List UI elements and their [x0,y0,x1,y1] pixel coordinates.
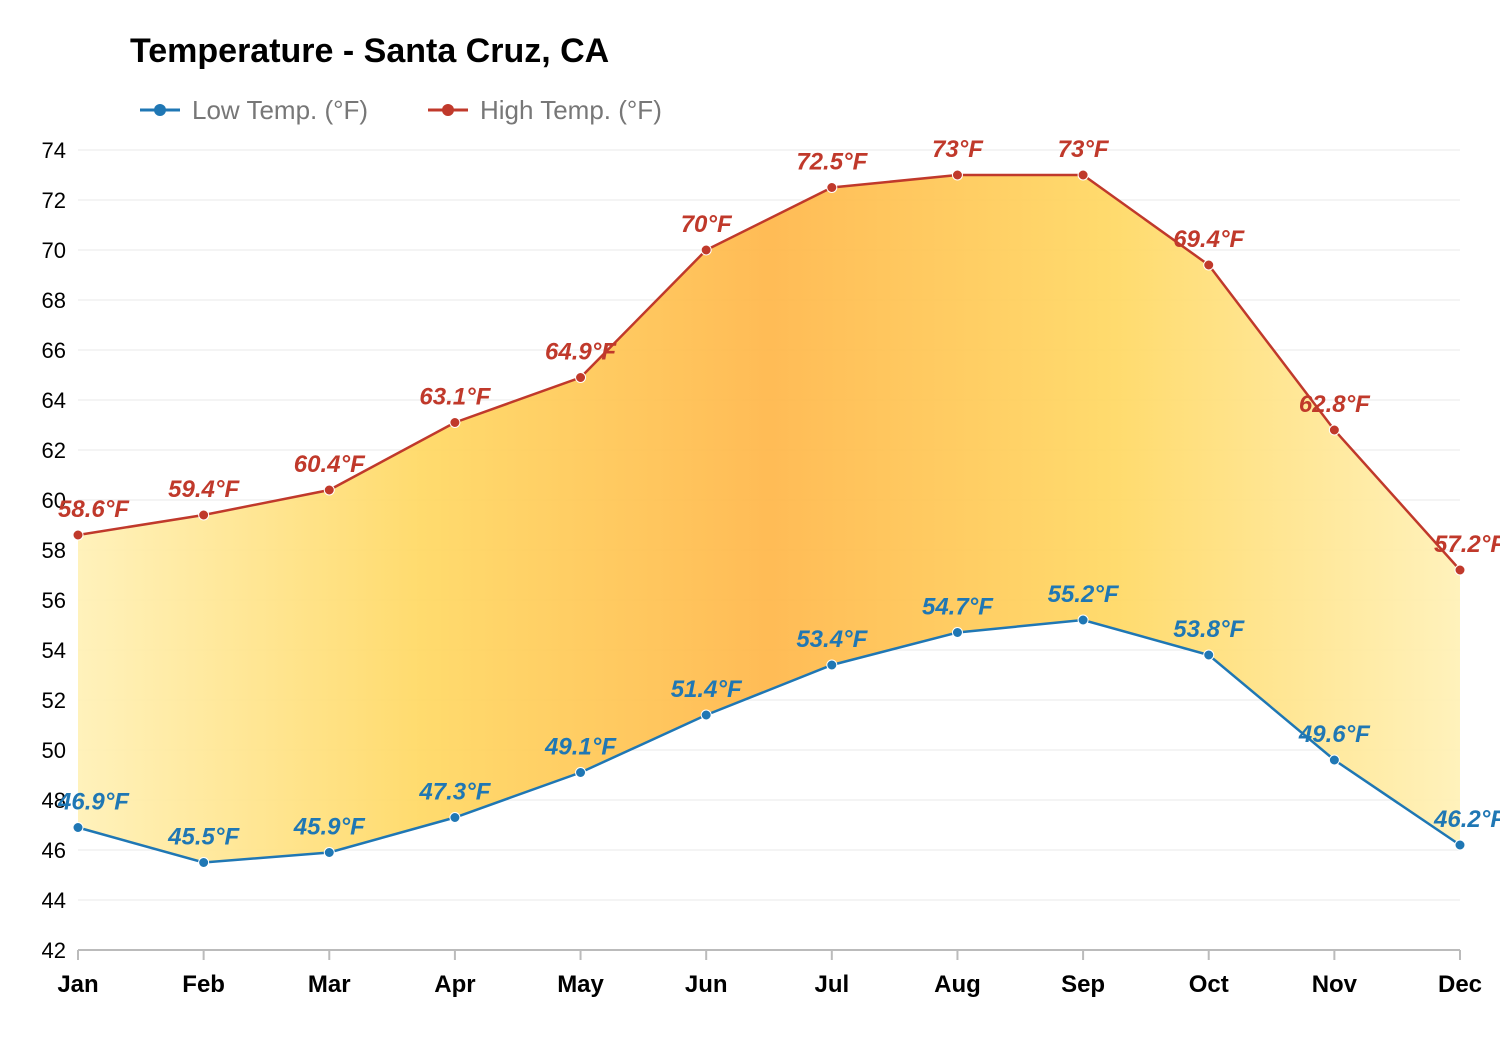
x-tick-label: May [557,971,604,998]
low-temp-marker [73,823,83,833]
high-temp-data-label: 62.8°F [1299,391,1371,418]
x-tick-label: Sep [1061,971,1105,998]
y-tick-label: 52 [42,688,66,713]
low-temp-marker [324,848,334,858]
x-tick-label: Oct [1189,971,1229,998]
x-tick-label: Feb [182,971,225,998]
low-temp-marker [199,858,209,868]
temperature-range-area [78,175,1460,863]
y-tick-label: 56 [42,588,66,613]
y-tick-label: 70 [42,238,66,263]
x-tick-label: Nov [1312,971,1358,998]
low-temp-data-label: 53.4°F [796,626,868,653]
low-temp-marker [450,813,460,823]
chart-svg: Temperature - Santa Cruz, CA Low Temp. (°… [0,0,1500,1050]
low-temp-data-label: 45.5°F [167,824,240,851]
low-temp-marker [1455,840,1465,850]
high-temp-marker [701,245,711,255]
low-temp-marker [827,660,837,670]
high-temp-data-label: 57.2°F [1434,531,1500,558]
high-temp-marker [576,373,586,383]
low-temp-data-label: 49.1°F [544,734,617,761]
chart-title: Temperature - Santa Cruz, CA [130,32,609,70]
high-temp-data-label: 70°F [681,211,733,238]
legend-label: High Temp. (°F) [480,95,662,125]
high-temp-data-label: 73°F [1058,136,1110,163]
high-temp-marker [952,170,962,180]
low-temp-data-label: 49.6°F [1298,721,1371,748]
y-tick-label: 74 [42,138,66,163]
low-temp-data-label: 45.9°F [293,814,366,841]
y-tick-label: 62 [42,438,66,463]
y-tick-label: 42 [42,938,66,963]
low-temp-data-label: 46.2°F [1433,806,1500,833]
high-temp-marker [1204,260,1214,270]
high-temp-marker [450,418,460,428]
low-temp-data-label: 54.7°F [922,594,994,621]
y-tick-label: 72 [42,188,66,213]
high-temp-marker [1329,425,1339,435]
high-temp-data-label: 60.4°F [294,451,366,478]
x-tick-label: Mar [308,971,351,998]
legend-label: Low Temp. (°F) [192,95,368,125]
high-temp-marker [1078,170,1088,180]
legend-marker [154,104,166,116]
high-temp-data-label: 63.1°F [419,384,491,411]
y-tick-label: 68 [42,288,66,313]
low-temp-data-label: 53.8°F [1173,616,1245,643]
temperature-chart: Temperature - Santa Cruz, CA Low Temp. (°… [0,0,1500,1050]
low-temp-marker [1204,650,1214,660]
x-tick-label: Jul [814,971,849,998]
y-tick-label: 50 [42,738,66,763]
high-temp-marker [827,183,837,193]
high-temp-marker [73,530,83,540]
x-tick-label: Jun [685,971,728,998]
y-tick-label: 66 [42,338,66,363]
y-tick-label: 46 [42,838,66,863]
y-tick-label: 58 [42,538,66,563]
low-temp-marker [576,768,586,778]
y-tick-label: 54 [42,638,66,663]
y-tick-label: 44 [42,888,66,913]
high-temp-marker [199,510,209,520]
high-temp-data-label: 64.9°F [545,339,617,366]
high-temp-data-label: 69.4°F [1173,226,1245,253]
x-tick-label: Aug [934,971,981,998]
high-temp-marker [1455,565,1465,575]
low-temp-marker [1078,615,1088,625]
low-temp-data-label: 46.9°F [57,789,130,816]
x-tick-label: Jan [57,971,98,998]
legend-marker [442,104,454,116]
low-temp-marker [701,710,711,720]
high-temp-data-label: 59.4°F [168,476,240,503]
x-tick-label: Dec [1438,971,1482,998]
y-tick-label: 64 [42,388,66,413]
low-temp-marker [952,628,962,638]
high-temp-data-label: 72.5°F [796,149,868,176]
high-temp-data-label: 73°F [932,136,984,163]
x-tick-label: Apr [434,971,475,998]
low-temp-marker [1329,755,1339,765]
low-temp-data-label: 51.4°F [671,676,743,703]
low-temp-data-label: 55.2°F [1048,581,1120,608]
high-temp-data-label: 58.6°F [58,496,130,523]
low-temp-data-label: 47.3°F [418,779,491,806]
high-temp-marker [324,485,334,495]
